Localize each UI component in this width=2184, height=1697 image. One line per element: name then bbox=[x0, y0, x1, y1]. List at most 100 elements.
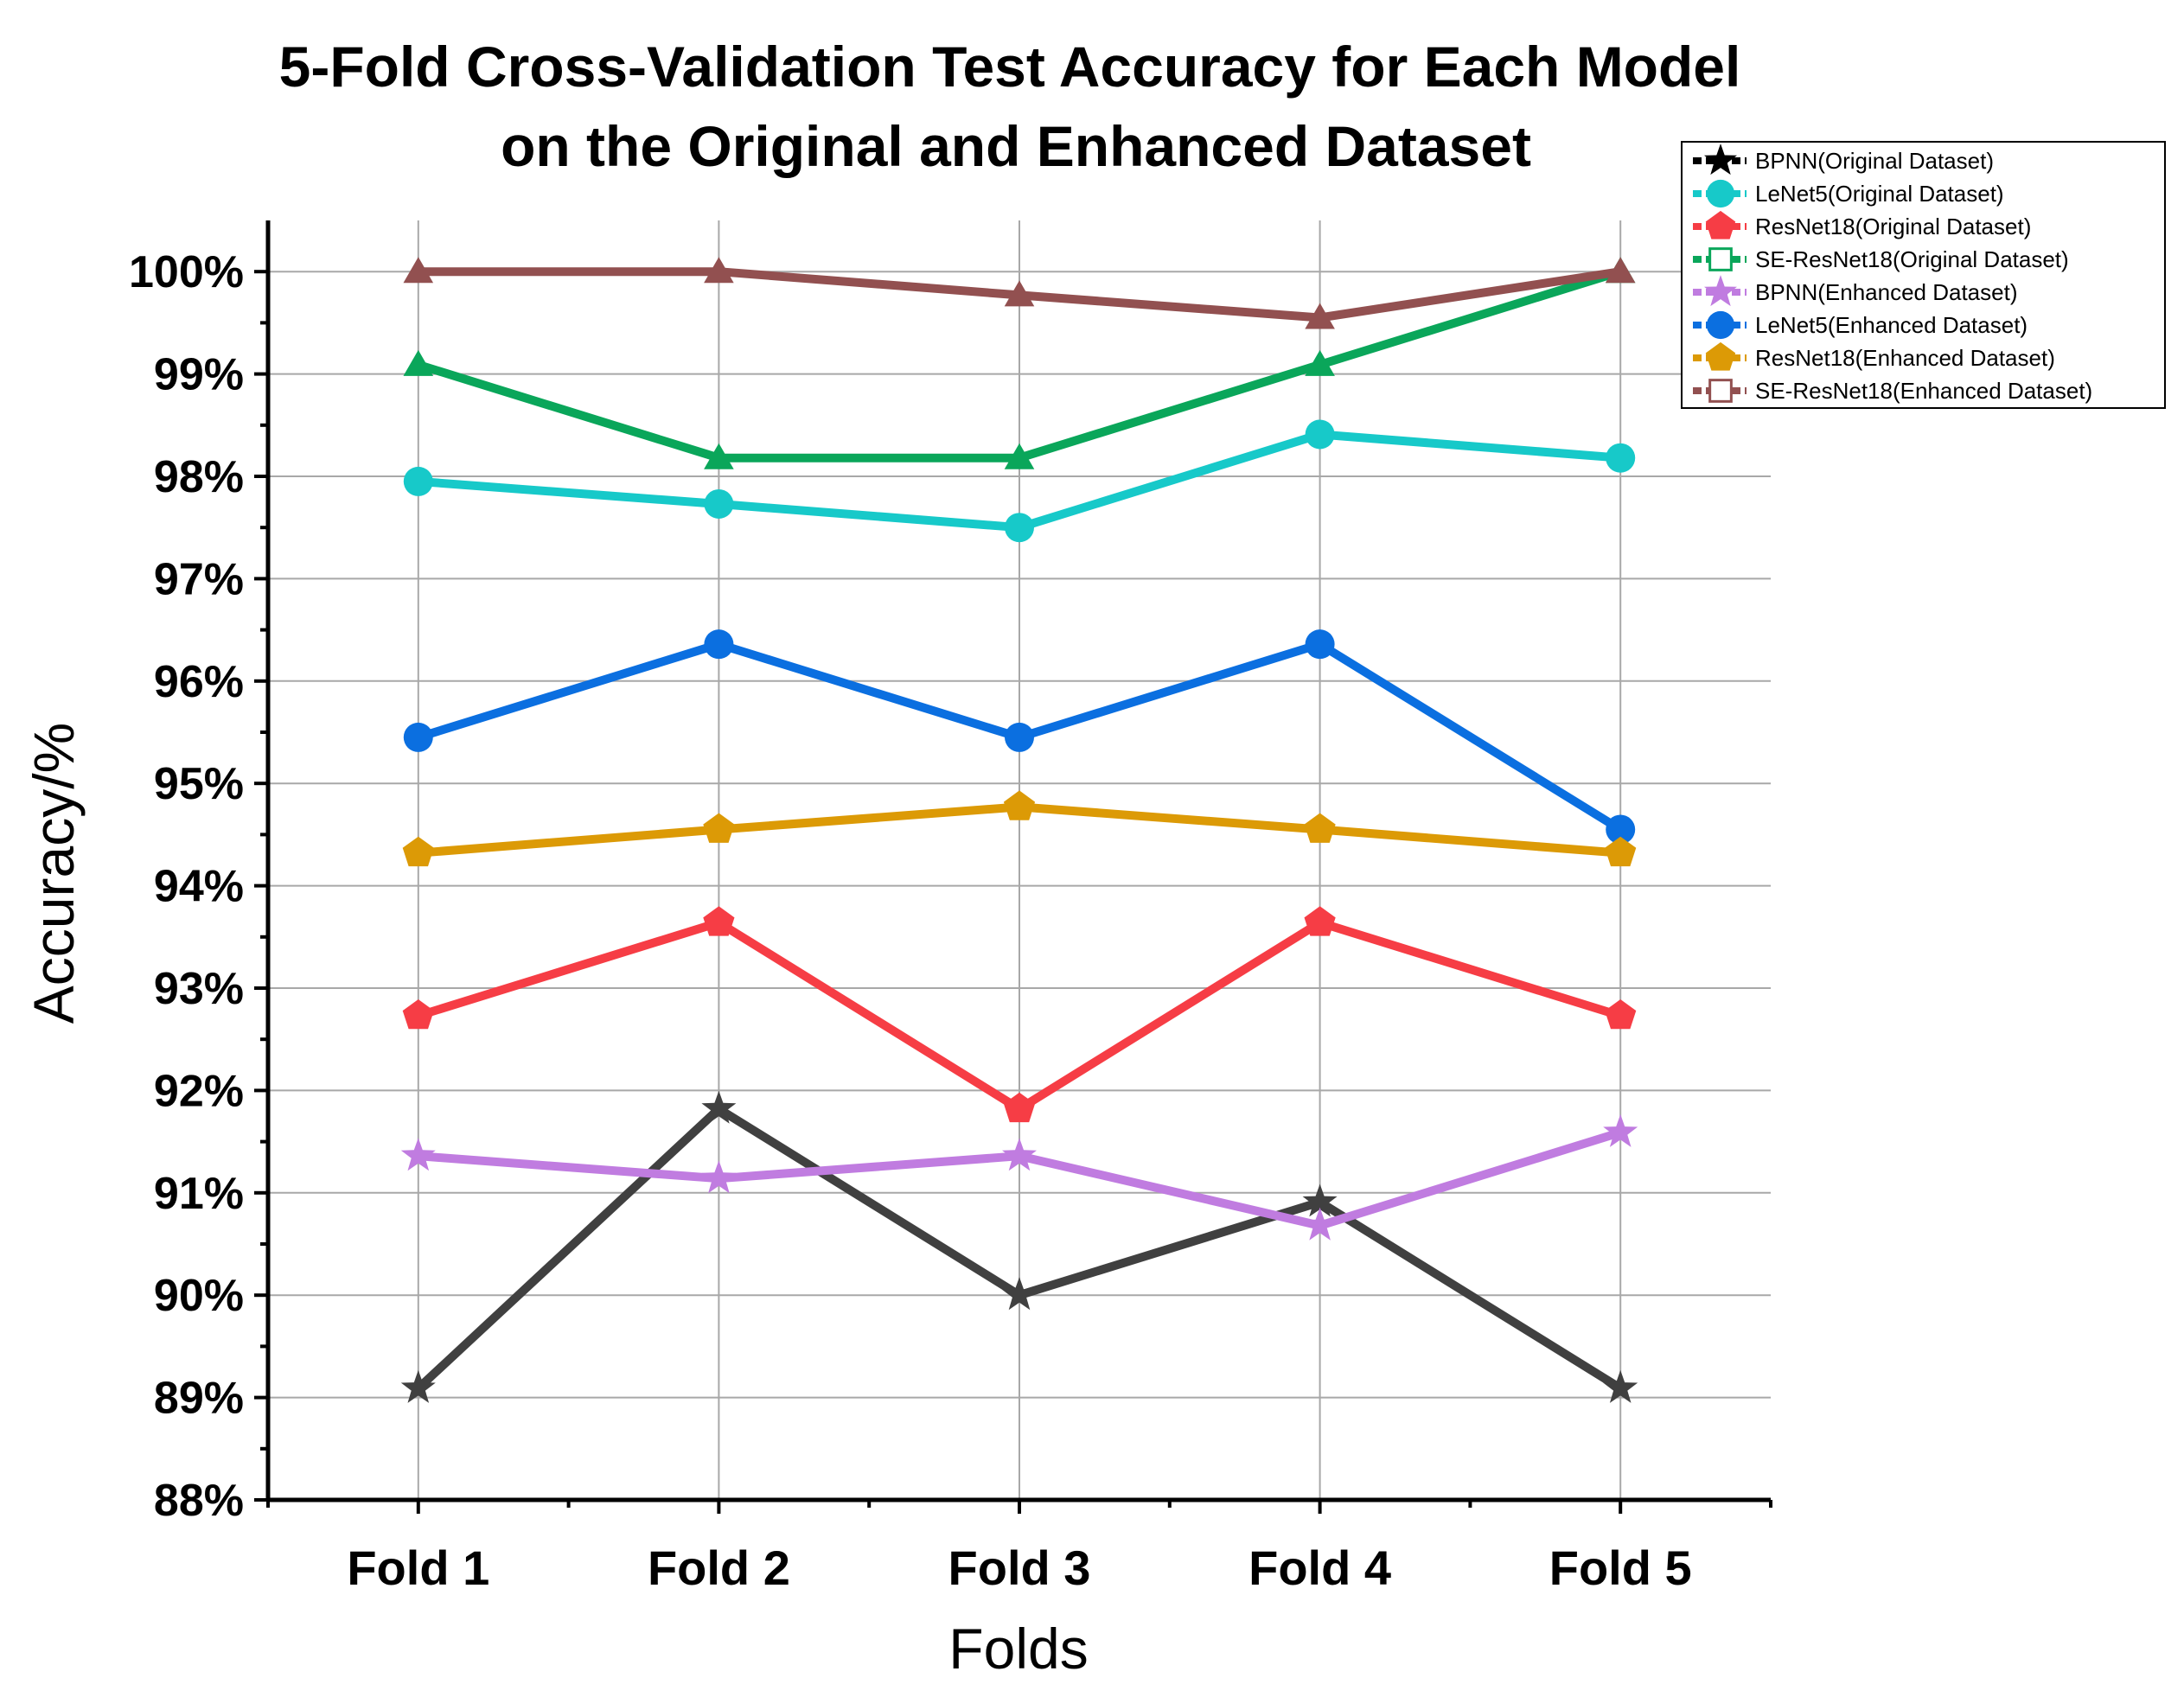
y-tick-label: 100% bbox=[129, 247, 244, 297]
series-1 bbox=[400, 1090, 1638, 1403]
legend-label: LeNet5(Original Dataset) bbox=[1755, 181, 2004, 207]
data-point bbox=[1603, 1369, 1638, 1403]
legend-entry-7: ResNet18(Enhanced Dataset) bbox=[1693, 341, 2055, 371]
grid-lines bbox=[268, 220, 1771, 1500]
data-point bbox=[1302, 1207, 1338, 1241]
data-point bbox=[1304, 906, 1336, 936]
y-tick-label: 99% bbox=[154, 350, 244, 400]
x-tick-label: Fold 3 bbox=[948, 1541, 1091, 1595]
data-point bbox=[1305, 349, 1335, 376]
x-tick-label: Fold 1 bbox=[347, 1541, 489, 1595]
legend-entry-2: LeNet5(Original Dataset) bbox=[1693, 179, 2004, 208]
data-point bbox=[1005, 722, 1034, 752]
chart-title-line-1: 5-Fold Cross-Validation Test Accuracy fo… bbox=[279, 35, 1741, 99]
data-point bbox=[400, 1369, 436, 1403]
data-point bbox=[1605, 836, 1637, 867]
data-point bbox=[402, 999, 434, 1030]
x-tick-label: Fold 4 bbox=[1248, 1541, 1391, 1595]
y-tick-label: 91% bbox=[154, 1169, 244, 1219]
series-8 bbox=[403, 257, 1636, 329]
legend: BPNN(Original Dataset) LeNet5(Original Da… bbox=[1681, 141, 2166, 409]
data-point bbox=[1003, 790, 1036, 820]
series-5 bbox=[400, 1113, 1638, 1241]
series-6 bbox=[403, 629, 1636, 845]
legend-label: ResNet18(Original Dataset) bbox=[1755, 214, 2031, 239]
data-point bbox=[1605, 257, 1636, 284]
data-point bbox=[403, 722, 433, 752]
y-tick-label: 95% bbox=[154, 759, 244, 809]
data-point bbox=[1606, 443, 1636, 473]
series-7 bbox=[402, 790, 1637, 867]
data-point bbox=[704, 629, 734, 660]
legend-marker bbox=[1705, 210, 1736, 239]
legend-entry-1: BPNN(Original Dataset) bbox=[1693, 144, 1994, 175]
y-tick-label: 96% bbox=[154, 657, 244, 707]
data-point bbox=[1605, 999, 1637, 1030]
legend-marker bbox=[1706, 179, 1735, 208]
series-lines bbox=[400, 257, 1638, 1403]
data-point bbox=[703, 813, 735, 843]
y-tick-label: 92% bbox=[154, 1066, 244, 1116]
data-point bbox=[701, 1090, 737, 1124]
data-point bbox=[1603, 1113, 1638, 1147]
data-point bbox=[1304, 813, 1336, 843]
legend-marker bbox=[1704, 275, 1737, 307]
data-point bbox=[1606, 814, 1636, 845]
axes bbox=[254, 220, 1772, 1514]
legend-label: BPNN(Enhanced Dataset) bbox=[1755, 279, 2017, 305]
legend-entry-6: LeNet5(Enhanced Dataset) bbox=[1693, 310, 2028, 340]
data-point bbox=[1005, 513, 1034, 543]
data-point bbox=[704, 257, 734, 284]
data-point bbox=[1002, 1138, 1037, 1171]
data-point bbox=[701, 1160, 737, 1194]
y-tick-label: 97% bbox=[154, 554, 244, 604]
y-tick-labels: 88% 89% 90% 91% 92% 93% 94% 95% 96% 97% 98% 99% 100% bbox=[129, 247, 244, 1526]
legend-label: LeNet5(Enhanced Dataset) bbox=[1755, 312, 2028, 338]
data-point bbox=[1305, 419, 1335, 450]
legend-entry-3: ResNet18(Original Dataset) bbox=[1693, 210, 2031, 239]
legend-marker bbox=[1704, 144, 1737, 175]
series-3 bbox=[402, 906, 1637, 1123]
y-axis-label: Accuracy/% bbox=[22, 723, 86, 1024]
data-point bbox=[704, 488, 734, 519]
legend-entry-8: SE-ResNet18(Enhanced Dataset) bbox=[1693, 378, 2092, 404]
data-point bbox=[704, 443, 734, 469]
legend-marker bbox=[1708, 379, 1733, 403]
legend-label: SE-ResNet18(Enhanced Dataset) bbox=[1755, 378, 2092, 404]
legend-label: ResNet18(Enhanced Dataset) bbox=[1755, 345, 2055, 371]
data-point bbox=[1305, 303, 1335, 329]
x-axis-label: Folds bbox=[948, 1617, 1088, 1681]
x-tick-label: Fold 2 bbox=[648, 1541, 790, 1595]
legend-box bbox=[1681, 141, 2166, 409]
series-2 bbox=[403, 419, 1636, 543]
data-point bbox=[403, 466, 433, 496]
legend-entry-5: BPNN(Enhanced Dataset) bbox=[1693, 275, 2017, 307]
x-tick-labels: Fold 1 Fold 2 Fold 3 Fold 4 Fold 5 bbox=[347, 1541, 1691, 1595]
y-tick-label: 89% bbox=[154, 1374, 244, 1424]
legend-marker bbox=[1705, 341, 1736, 371]
x-tick-label: Fold 5 bbox=[1549, 1541, 1692, 1595]
data-point bbox=[1305, 629, 1335, 660]
data-point bbox=[403, 349, 434, 376]
data-point bbox=[1004, 280, 1035, 307]
legend-label: SE-ResNet18(Original Dataset) bbox=[1755, 246, 2069, 272]
legend-label: BPNN(Original Dataset) bbox=[1755, 148, 1994, 174]
y-tick-label: 98% bbox=[154, 452, 244, 502]
chart-title-line-2: on the Original and Enhanced Dataset bbox=[501, 114, 1531, 178]
data-point bbox=[1002, 1277, 1037, 1311]
data-point bbox=[703, 906, 735, 936]
data-point bbox=[1302, 1183, 1338, 1217]
y-tick-label: 90% bbox=[154, 1271, 244, 1321]
data-point bbox=[1003, 1092, 1036, 1123]
y-tick-label: 93% bbox=[154, 964, 244, 1014]
legend-marker bbox=[1708, 247, 1733, 271]
data-point bbox=[402, 836, 434, 867]
data-point bbox=[400, 1138, 436, 1171]
chart-title: 5-Fold Cross-Validation Test Accuracy fo… bbox=[279, 35, 1741, 178]
data-point bbox=[403, 257, 434, 284]
y-tick-label: 94% bbox=[154, 862, 244, 912]
y-tick-label: 88% bbox=[154, 1476, 244, 1526]
data-point bbox=[1004, 443, 1035, 469]
legend-marker bbox=[1706, 310, 1735, 340]
